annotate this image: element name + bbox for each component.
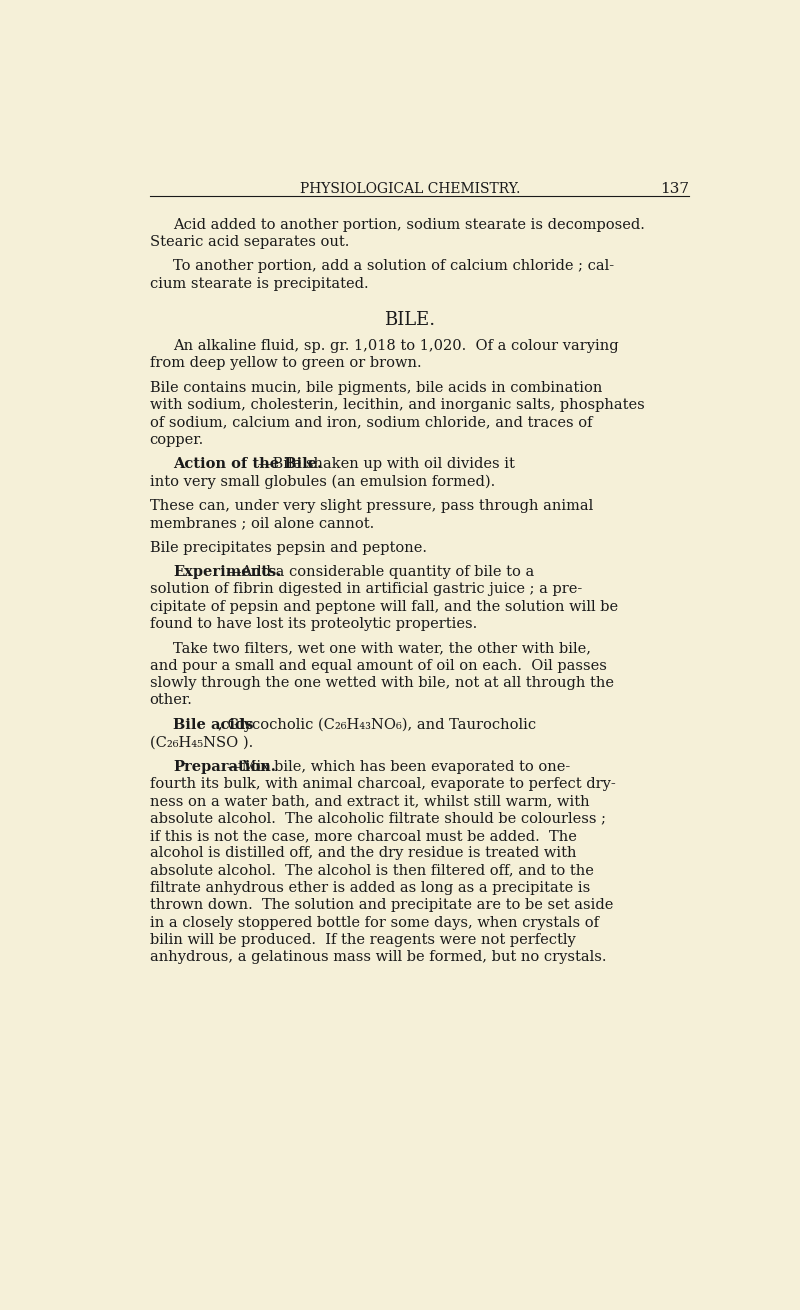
Text: bilin will be produced.  If the reagents were not perfectly: bilin will be produced. If the reagents … [150,933,575,947]
Text: absolute alcohol.  The alcoholic filtrate should be colourless ;: absolute alcohol. The alcoholic filtrate… [150,812,606,825]
Text: with sodium, cholesterin, lecithin, and inorganic salts, phosphates: with sodium, cholesterin, lecithin, and … [150,398,644,411]
Text: Experiments.: Experiments. [173,565,282,579]
Text: Stearic acid separates out.: Stearic acid separates out. [150,234,349,249]
Text: Bile contains mucin, bile pigments, bile acids in combination: Bile contains mucin, bile pigments, bile… [150,380,602,394]
Text: , Glycocholic (C₂₆H₄₃NO₆), and Taurocholic: , Glycocholic (C₂₆H₄₃NO₆), and Taurochol… [218,718,536,732]
Text: alcohol is distilled off, and the dry residue is treated with: alcohol is distilled off, and the dry re… [150,846,576,861]
Text: cium stearate is precipitated.: cium stearate is precipitated. [150,276,368,291]
Text: PHYSIOLOGICAL CHEMISTRY.: PHYSIOLOGICAL CHEMISTRY. [300,182,520,196]
Text: Action of the Bile.: Action of the Bile. [173,457,322,472]
Text: slowly through the one wetted with bile, not at all through the: slowly through the one wetted with bile,… [150,676,614,690]
Text: found to have lost its proteolytic properties.: found to have lost its proteolytic prope… [150,617,477,631]
Text: from deep yellow to green or brown.: from deep yellow to green or brown. [150,356,422,371]
Text: in a closely stoppered bottle for some days, when crystals of: in a closely stoppered bottle for some d… [150,916,598,930]
Text: copper.: copper. [150,432,204,447]
Text: —Add a considerable quantity of bile to a: —Add a considerable quantity of bile to … [226,565,534,579]
Text: —Bile shaken up with oil divides it: —Bile shaken up with oil divides it [258,457,515,472]
Text: An alkaline fluid, sp. gr. 1,018 to 1,020.  Of a colour varying: An alkaline fluid, sp. gr. 1,018 to 1,02… [173,339,618,352]
Text: filtrate anhydrous ether is added as long as a precipitate is: filtrate anhydrous ether is added as lon… [150,882,590,895]
Text: thrown down.  The solution and precipitate are to be set aside: thrown down. The solution and precipitat… [150,899,613,912]
Text: (C₂₆H₄₅NSO ).: (C₂₆H₄₅NSO ). [150,735,253,749]
Text: Preparation.: Preparation. [173,760,276,774]
Text: Bile precipitates pepsin and peptone.: Bile precipitates pepsin and peptone. [150,541,426,554]
Text: anhydrous, a gelatinous mass will be formed, but no crystals.: anhydrous, a gelatinous mass will be for… [150,951,606,964]
Text: 137: 137 [660,182,689,196]
Text: —Mix bile, which has been evaporated to one-: —Mix bile, which has been evaporated to … [226,760,570,774]
Text: into very small globules (an emulsion formed).: into very small globules (an emulsion fo… [150,474,495,489]
Text: solution of fibrin digested in artificial gastric juice ; a pre-: solution of fibrin digested in artificia… [150,582,582,596]
Text: Bile acids: Bile acids [173,718,254,732]
Text: fourth its bulk, with animal charcoal, evaporate to perfect dry-: fourth its bulk, with animal charcoal, e… [150,777,615,791]
Text: Take two filters, wet one with water, the other with bile,: Take two filters, wet one with water, th… [173,642,591,655]
Text: of sodium, calcium and iron, sodium chloride, and traces of: of sodium, calcium and iron, sodium chlo… [150,415,592,430]
Text: Acid added to another portion, sodium stearate is decomposed.: Acid added to another portion, sodium st… [173,217,645,232]
Text: membranes ; oil alone cannot.: membranes ; oil alone cannot. [150,516,374,531]
Text: absolute alcohol.  The alcohol is then filtered off, and to the: absolute alcohol. The alcohol is then fi… [150,863,594,878]
Text: These can, under very slight pressure, pass through animal: These can, under very slight pressure, p… [150,499,593,512]
Text: ness on a water bath, and extract it, whilst still warm, with: ness on a water bath, and extract it, wh… [150,794,590,808]
Text: other.: other. [150,693,193,707]
Text: and pour a small and equal amount of oil on each.  Oil passes: and pour a small and equal amount of oil… [150,659,606,673]
Text: cipitate of pepsin and peptone will fall, and the solution will be: cipitate of pepsin and peptone will fall… [150,600,618,613]
Text: BILE.: BILE. [385,312,435,329]
Text: To another portion, add a solution of calcium chloride ; cal-: To another portion, add a solution of ca… [173,259,614,274]
Text: if this is not the case, more charcoal must be added.  The: if this is not the case, more charcoal m… [150,829,577,844]
